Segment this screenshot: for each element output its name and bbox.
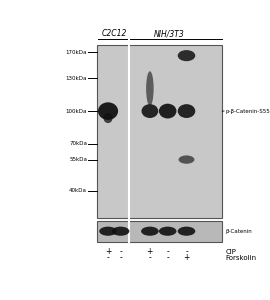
Text: Forskolin: Forskolin (225, 255, 256, 261)
Ellipse shape (112, 226, 129, 236)
Ellipse shape (159, 104, 177, 119)
Text: 40kDa: 40kDa (69, 188, 87, 193)
Ellipse shape (178, 226, 195, 236)
Text: -: - (119, 248, 122, 256)
Text: 100kDa: 100kDa (66, 109, 87, 114)
Text: p-β-Catenin-S552: p-β-Catenin-S552 (225, 109, 270, 114)
Text: C2C12: C2C12 (102, 29, 127, 38)
Ellipse shape (98, 102, 118, 120)
Ellipse shape (99, 226, 117, 236)
Text: +: + (105, 248, 111, 256)
Text: +: + (147, 248, 153, 256)
Ellipse shape (178, 50, 195, 61)
Ellipse shape (159, 226, 177, 236)
Text: 130kDa: 130kDa (66, 76, 87, 81)
Ellipse shape (141, 226, 159, 236)
Ellipse shape (146, 71, 154, 106)
Text: -: - (166, 248, 169, 256)
Text: +: + (183, 253, 190, 262)
Text: -: - (185, 248, 188, 256)
Text: NIH/3T3: NIH/3T3 (153, 29, 184, 38)
Bar (97, 221, 222, 242)
Text: -: - (119, 253, 122, 262)
Ellipse shape (178, 155, 194, 164)
Ellipse shape (103, 113, 113, 123)
Ellipse shape (141, 104, 158, 118)
Text: -: - (107, 253, 109, 262)
Text: β-Catenin: β-Catenin (225, 229, 252, 234)
Text: 170kDa: 170kDa (66, 50, 87, 55)
Text: -: - (166, 253, 169, 262)
Bar (97, 45, 222, 218)
Text: -: - (148, 253, 151, 262)
Text: CIP: CIP (225, 249, 236, 255)
Text: 70kDa: 70kDa (69, 142, 87, 146)
Ellipse shape (178, 104, 195, 118)
Text: 55kDa: 55kDa (69, 157, 87, 162)
